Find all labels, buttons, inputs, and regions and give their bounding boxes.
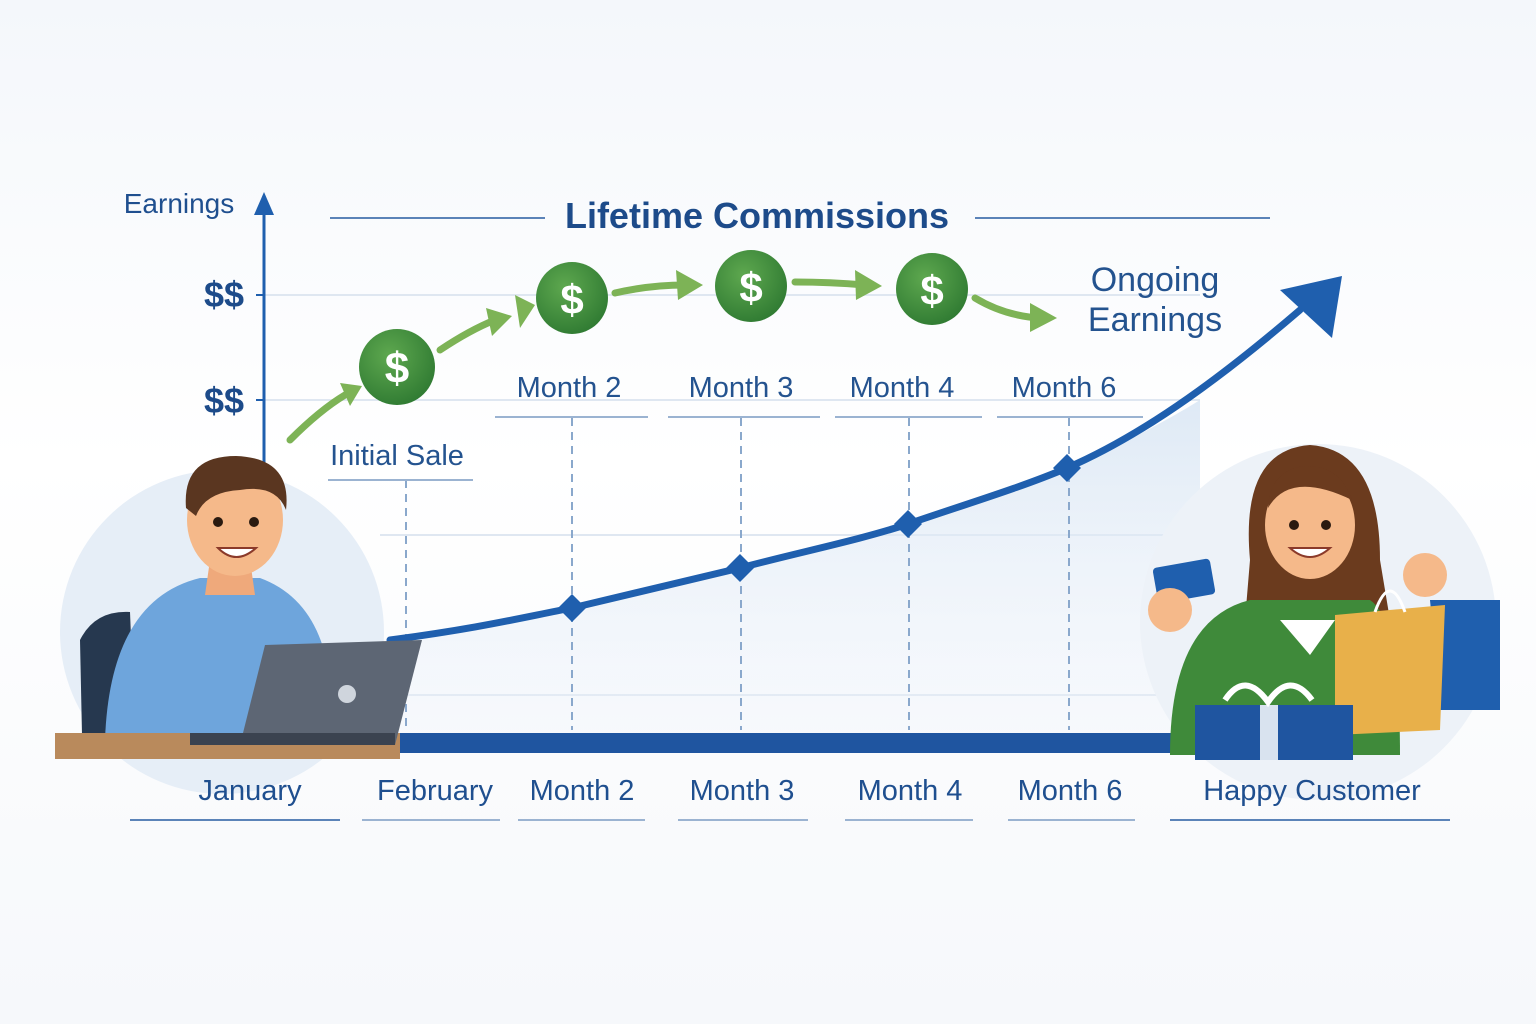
coin-symbol: $	[920, 267, 944, 314]
label-initial-sale: Initial Sale	[330, 440, 464, 472]
coin-symbol: $	[739, 264, 763, 311]
affiliate-man-illustration	[55, 456, 422, 794]
happy-customer-illustration	[1140, 444, 1500, 800]
label-month-3: Month 3	[688, 372, 794, 404]
dollar-coin-icon	[896, 253, 968, 325]
timeline-label-month-3: Month 3	[689, 775, 795, 807]
y-axis-arrow-icon	[254, 192, 274, 215]
curve-markers	[558, 454, 1081, 622]
laptop-icon	[240, 640, 422, 745]
green-arrowheads	[340, 270, 1057, 406]
marker-month-4	[894, 510, 922, 538]
timeline-label-month-4: Month 4	[857, 775, 963, 807]
ongoing-label-line: Ongoing	[1090, 261, 1220, 299]
marker-month-6	[1053, 454, 1081, 482]
growth-arrow-icon	[1280, 276, 1342, 338]
y-axis-label: Earnings	[123, 188, 235, 219]
timeline-label-february: February	[376, 775, 494, 807]
marker-month-3	[726, 554, 754, 582]
shopping-bag-icon	[1335, 605, 1445, 735]
coin-symbol: $	[560, 276, 584, 323]
y-tick-label: $$	[203, 274, 245, 315]
hair	[185, 456, 287, 516]
ongoing-earnings-label: Ongoing Earnings	[1088, 260, 1222, 340]
face	[1265, 471, 1355, 579]
coin-symbol: $	[384, 344, 410, 393]
dollar-coin-icon	[536, 262, 608, 334]
label-month-6: Month 6	[1011, 372, 1117, 404]
dollar-coin-icon	[715, 250, 787, 322]
growth-curve	[386, 306, 1304, 644]
timeline-label-january: January	[198, 775, 302, 807]
y-tick-label: $$	[203, 380, 245, 421]
label-underlines	[130, 416, 1450, 821]
diagram-title: Lifetime Commissions	[564, 195, 950, 236]
dollar-coin-icon	[359, 329, 435, 405]
timeline-label-month-6: Month 6	[1017, 775, 1123, 807]
marker-month-2	[558, 594, 586, 622]
timeline-label-month-2: Month 2	[529, 775, 635, 807]
ongoing-label-line: Earnings	[1087, 301, 1223, 339]
timeline-label-happy-customer: Happy Customer	[1203, 775, 1421, 807]
baseline-bar	[395, 733, 1200, 753]
area-fill	[390, 400, 1200, 742]
label-month-2: Month 2	[516, 372, 622, 404]
shopping-bag-icon	[1430, 600, 1500, 710]
label-month-4: Month 4	[849, 372, 955, 404]
dollar-coins	[359, 250, 968, 405]
